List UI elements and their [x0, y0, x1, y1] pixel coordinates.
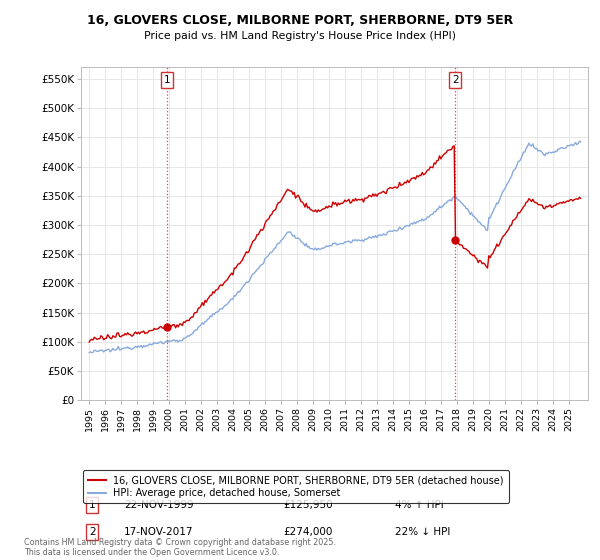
Text: 16, GLOVERS CLOSE, MILBORNE PORT, SHERBORNE, DT9 5ER: 16, GLOVERS CLOSE, MILBORNE PORT, SHERBO… [87, 14, 513, 27]
Text: Contains HM Land Registry data © Crown copyright and database right 2025.
This d: Contains HM Land Registry data © Crown c… [24, 538, 336, 557]
Text: Price paid vs. HM Land Registry's House Price Index (HPI): Price paid vs. HM Land Registry's House … [144, 31, 456, 41]
Text: 2: 2 [452, 75, 458, 85]
Text: 1: 1 [164, 75, 170, 85]
Text: 22-NOV-1999: 22-NOV-1999 [124, 500, 194, 510]
Text: 17-NOV-2017: 17-NOV-2017 [124, 527, 194, 537]
Text: 2: 2 [89, 527, 95, 537]
Text: £125,950: £125,950 [284, 500, 334, 510]
Legend: 16, GLOVERS CLOSE, MILBORNE PORT, SHERBORNE, DT9 5ER (detached house), HPI: Aver: 16, GLOVERS CLOSE, MILBORNE PORT, SHERBO… [83, 470, 509, 503]
Text: 4% ↑ HPI: 4% ↑ HPI [395, 500, 444, 510]
Text: 1: 1 [89, 500, 95, 510]
Text: £274,000: £274,000 [284, 527, 333, 537]
Text: 22% ↓ HPI: 22% ↓ HPI [395, 527, 451, 537]
